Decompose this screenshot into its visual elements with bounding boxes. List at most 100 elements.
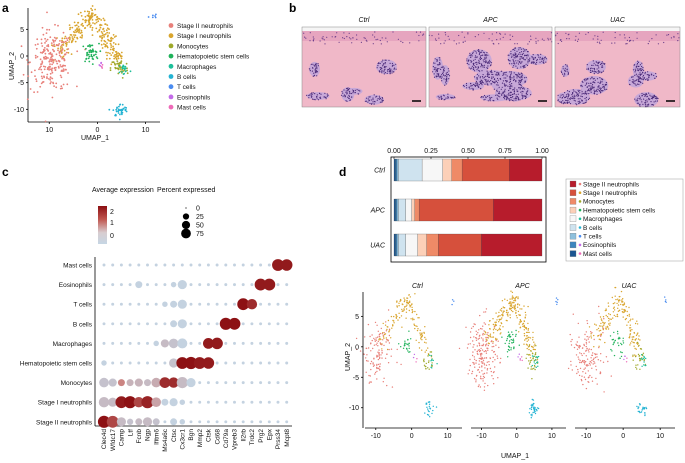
nucleus: [596, 41, 599, 43]
marrow-cell: [561, 102, 563, 104]
dotplot-dot: [285, 341, 289, 345]
umap-d-point: [619, 357, 621, 359]
nucleus: [496, 32, 498, 34]
umap-d-point: [414, 327, 416, 330]
umap-a-point: [116, 63, 118, 65]
umap-d-point: [532, 411, 534, 414]
marrow-cell: [314, 72, 316, 74]
dotplot-dot: [137, 302, 141, 306]
dotplot-dot: [263, 278, 276, 291]
marrow-cell: [494, 81, 496, 83]
umap-d-point: [643, 364, 645, 366]
umap-d-point: [390, 337, 392, 339]
umap-d-point: [496, 355, 498, 357]
umap-d-point: [476, 351, 478, 353]
umap-d-point: [496, 357, 499, 359]
marrow-cell: [644, 71, 646, 73]
marrow-cell: [518, 79, 520, 81]
umap-d-point: [474, 349, 476, 351]
umap-d-point: [507, 356, 509, 358]
marrow-cell: [467, 60, 469, 62]
umap-a-point: [108, 28, 110, 31]
marrow-cell: [483, 76, 486, 78]
marrow-cell: [583, 93, 586, 95]
umap-a-point: [110, 36, 113, 39]
marrow-cell: [519, 59, 521, 61]
marrow-cell: [565, 99, 567, 101]
umap-d-point: [642, 352, 645, 354]
umap-a-point: [90, 44, 92, 47]
marrow-cell: [576, 93, 578, 95]
marrow-cell: [319, 96, 321, 98]
umap-d-point: [430, 351, 433, 353]
marrow-cell: [442, 66, 444, 69]
umap-d-point: [372, 363, 374, 365]
marrow-cell: [576, 92, 578, 94]
umap-d-point: [497, 340, 499, 342]
umap-a-point: [44, 57, 47, 60]
size-legend-dot: [181, 220, 191, 230]
marrow-cell: [311, 95, 313, 97]
umap-d-point: [598, 345, 600, 347]
umap-d-point: [483, 350, 485, 353]
marrow-cell: [509, 88, 511, 90]
marrow-cell: [584, 92, 587, 94]
marrow-cell: [471, 87, 473, 89]
umap-d-point: [478, 360, 481, 362]
umap-d-point: [621, 351, 623, 354]
umap-d-point: [489, 357, 492, 360]
umap-d-point: [527, 329, 529, 331]
umap-d-point: [492, 351, 495, 353]
umap-d-point: [613, 306, 615, 308]
umap-d-point: [529, 354, 531, 356]
umap-d-point: [376, 363, 378, 366]
dotplot-dot: [198, 381, 202, 385]
marrow-cell: [593, 73, 595, 75]
marrow-cell: [581, 85, 583, 88]
umap-d-point: [469, 364, 471, 367]
umap-d-point: [599, 334, 601, 336]
umap-d-point: [629, 320, 631, 322]
marrow-cell: [368, 99, 370, 101]
umap-d-point: [398, 302, 400, 304]
nucleus: [678, 37, 680, 39]
umap-a-point: [120, 111, 123, 114]
umap-d-point: [528, 412, 531, 414]
dotplot-dot: [206, 381, 210, 385]
stackbar-category-label: APC: [370, 208, 386, 215]
nucleus: [474, 36, 476, 38]
dotplot-dot: [259, 381, 263, 385]
umap-d-point: [480, 375, 482, 377]
umap-d-point: [622, 342, 625, 344]
marrow-cell: [568, 91, 570, 93]
umap-d-point: [594, 362, 596, 364]
dotplot-gene-label: Ctsc: [171, 428, 178, 442]
umap-a-point: [33, 91, 35, 94]
umap-a-point: [57, 24, 59, 27]
marrow-cell: [650, 97, 653, 99]
umap-d-point: [639, 368, 641, 370]
marrow-cell: [383, 71, 385, 73]
marrow-cell: [481, 80, 483, 82]
dotplot-dot: [267, 341, 271, 345]
marrow-cell: [474, 85, 476, 87]
umap-a-point: [63, 49, 66, 52]
marrow-cell: [505, 74, 507, 76]
marrow-cell: [474, 56, 476, 59]
marrow-cell: [601, 61, 603, 63]
nucleus: [547, 39, 550, 41]
umap-d-point: [482, 378, 484, 380]
marrow-cell: [480, 66, 482, 68]
umap-a-yticks: 50-5-10: [14, 27, 28, 114]
dotplot-dot: [159, 377, 171, 388]
marrow-cell: [516, 55, 518, 57]
umap-a-point: [104, 33, 107, 35]
umap-d-point: [423, 364, 426, 366]
dotplot-gene-label: Prss34: [275, 429, 282, 450]
umap-d-ylabel: UMAP_2: [345, 343, 352, 371]
histology-title: APC: [482, 17, 498, 24]
marrow-cell: [438, 57, 440, 59]
umap-d-point: [591, 367, 593, 369]
dotplot-dot: [186, 378, 196, 388]
marrow-cell: [495, 94, 497, 96]
